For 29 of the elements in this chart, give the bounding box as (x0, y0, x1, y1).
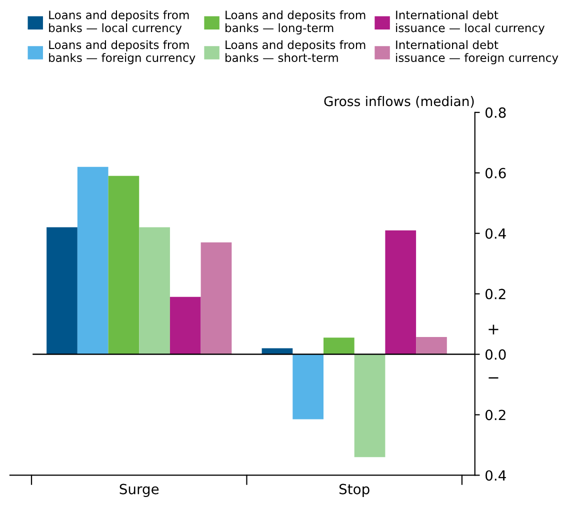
legend-label: International debt issuance — local currency (396, 10, 545, 34)
y-axis-title: Gross inflows (median) (324, 96, 474, 108)
bar (46, 227, 78, 354)
y-tick-label: 0.8 (486, 107, 506, 118)
bar (170, 296, 201, 354)
bar (324, 338, 354, 354)
y-tick-label: 0.6 (486, 168, 506, 178)
legend-label: International debt issuance — foreign currency (396, 40, 558, 64)
bar (385, 230, 416, 354)
y-tick-label: 0.4 (486, 470, 506, 481)
bar (292, 354, 324, 420)
bar (139, 227, 170, 354)
y-tick-label: 0.2 (486, 410, 506, 420)
text: − (488, 377, 498, 379)
bar (108, 176, 140, 354)
bar (200, 242, 232, 354)
bar (416, 337, 447, 354)
y-tick-label: 0.4 (486, 228, 506, 239)
legend-label: Loans and deposits from banks — local currency (49, 10, 189, 34)
y-tick-label: 0.0 (486, 349, 506, 360)
bar (77, 166, 108, 354)
x-tick-label: Stop (339, 484, 370, 498)
legend-label: Loans and deposits from banks — short-term (226, 40, 366, 62)
text: + (488, 324, 498, 334)
legend-label: Loans and deposits from banks — long-term (226, 10, 366, 34)
legend-label: Loans and deposits from banks — foreign currency (49, 40, 196, 64)
x-tick-label: Surge (120, 484, 159, 498)
y-tick-label: 0.2 (486, 288, 506, 300)
bar (354, 354, 386, 458)
